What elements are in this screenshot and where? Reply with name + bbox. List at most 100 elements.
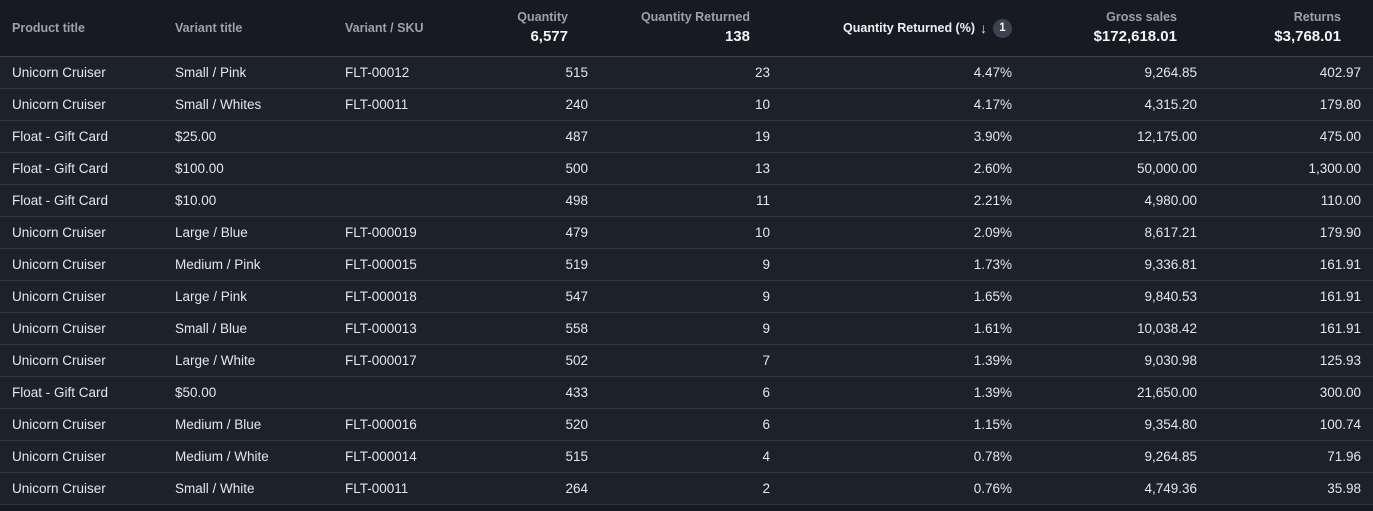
column-label: Gross sales [1106, 10, 1177, 24]
column-header-variant-title[interactable]: Variant title [175, 0, 345, 56]
cell-gross-sales: 9,840.53 [1144, 288, 1197, 304]
cell-gross-sales: 4,980.00 [1144, 192, 1197, 208]
cell-quantity-returned: 6 [762, 384, 770, 400]
column-header-product-title[interactable]: Product title [12, 0, 175, 56]
column-header-variant-sku[interactable]: Variant / SKU [345, 0, 470, 56]
column-label: Quantity Returned (%) [843, 21, 975, 35]
cell-variant-sku: FLT-00011 [345, 96, 409, 112]
table-row: Float - Gift Card $10.00 498 11 2.21% 4,… [0, 185, 1373, 217]
cell-variant-title: Large / Blue [175, 224, 248, 240]
cell-variant-sku: FLT-000018 [345, 288, 417, 304]
cell-quantity-returned: 9 [762, 320, 770, 336]
cell-variant-title: Medium / Blue [175, 416, 262, 432]
column-label: Returns [1293, 10, 1341, 24]
cell-product-title: Unicorn Cruiser [12, 96, 106, 112]
cell-variant-title: Medium / White [175, 448, 269, 464]
column-header-quantity-returned-pct[interactable]: Quantity Returned (%) ↓ 1 [770, 0, 1012, 56]
cell-product-title: Float - Gift Card [12, 192, 109, 208]
cell-quantity-returned: 2 [762, 480, 770, 496]
cell-quantity-returned: 23 [754, 64, 770, 80]
cell-quantity: 515 [565, 64, 588, 80]
cell-returns: 161.91 [1319, 256, 1361, 272]
cell-variant-title: Medium / Pink [175, 256, 261, 272]
cell-gross-sales: 9,264.85 [1144, 64, 1197, 80]
cell-quantity-returned-pct: 0.76% [973, 480, 1012, 496]
cell-quantity-returned-pct: 1.73% [973, 256, 1012, 272]
cell-quantity-returned-pct: 1.15% [973, 416, 1012, 432]
column-header-returns[interactable]: Returns $3,768.01 [1197, 0, 1361, 56]
cell-variant-sku [345, 153, 470, 184]
column-label: Variant / SKU [345, 20, 424, 35]
cell-variant-title: $10.00 [175, 192, 217, 208]
cell-variant-sku: FLT-00011 [345, 480, 409, 496]
cell-product-title: Unicorn Cruiser [12, 448, 106, 464]
cell-product-title: Float - Gift Card [12, 384, 109, 400]
cell-quantity-returned: 19 [754, 128, 770, 144]
cell-product-title: Unicorn Cruiser [12, 224, 106, 240]
column-total: $3,768.01 [1274, 28, 1341, 45]
table-row: Unicorn Cruiser Medium / Pink FLT-000015… [0, 249, 1373, 281]
column-header-quantity-returned[interactable]: Quantity Returned 138 [588, 0, 770, 56]
cell-quantity-returned: 9 [762, 256, 770, 272]
table-row: Unicorn Cruiser Medium / White FLT-00001… [0, 441, 1373, 473]
cell-gross-sales: 9,264.85 [1144, 448, 1197, 464]
cell-variant-sku [345, 377, 470, 408]
cell-variant-sku: FLT-00012 [345, 64, 410, 80]
cell-gross-sales: 4,749.36 [1144, 480, 1197, 496]
cell-gross-sales: 10,038.42 [1136, 320, 1197, 336]
column-header-quantity[interactable]: Quantity 6,577 [470, 0, 588, 56]
cell-returns: 35.98 [1327, 480, 1361, 496]
cell-gross-sales: 9,354.80 [1144, 416, 1197, 432]
cell-variant-title: Small / Whites [175, 96, 262, 112]
table-row: Unicorn Cruiser Small / White FLT-00011 … [0, 473, 1373, 505]
cell-quantity-returned: 9 [762, 288, 770, 304]
cell-quantity-returned-pct: 2.60% [973, 160, 1012, 176]
cell-quantity-returned: 7 [762, 352, 770, 368]
cell-quantity-returned-pct: 1.39% [973, 384, 1012, 400]
table-row: Unicorn Cruiser Small / Blue FLT-000013 … [0, 313, 1373, 345]
cell-gross-sales: 9,030.98 [1144, 352, 1197, 368]
cell-quantity-returned-pct: 1.39% [973, 352, 1012, 368]
cell-returns: 71.96 [1327, 448, 1361, 464]
cell-returns: 475.00 [1319, 128, 1361, 144]
cell-returns: 110.00 [1320, 192, 1361, 208]
cell-returns: 402.97 [1319, 64, 1361, 80]
cell-quantity: 558 [565, 320, 588, 336]
cell-returns: 300.00 [1319, 384, 1361, 400]
cell-variant-sku: FLT-000016 [345, 416, 417, 432]
cell-gross-sales: 4,315.20 [1144, 96, 1197, 112]
cell-returns: 179.90 [1319, 224, 1361, 240]
column-header-gross-sales[interactable]: Gross sales $172,618.01 [1012, 0, 1197, 56]
cell-product-title: Float - Gift Card [12, 128, 109, 144]
cell-variant-title: Large / Pink [175, 288, 248, 304]
cell-variant-title: $25.00 [175, 128, 217, 144]
cell-quantity-returned-pct: 2.21% [973, 192, 1012, 208]
cell-quantity: 487 [565, 128, 588, 144]
cell-variant-sku [345, 185, 470, 216]
column-label: Variant title [175, 20, 243, 35]
cell-variant-sku: FLT-000015 [345, 256, 417, 272]
cell-quantity-returned: 10 [754, 224, 770, 240]
cell-variant-sku: FLT-000019 [345, 224, 417, 240]
cell-product-title: Unicorn Cruiser [12, 256, 106, 272]
cell-gross-sales: 50,000.00 [1136, 160, 1197, 176]
table-header: Product title Variant title Variant / SK… [0, 0, 1373, 57]
cell-variant-sku: FLT-000017 [345, 352, 417, 368]
cell-product-title: Unicorn Cruiser [12, 480, 106, 496]
cell-gross-sales: 21,650.00 [1136, 384, 1197, 400]
cell-returns: 161.91 [1319, 320, 1361, 336]
cell-variant-sku: FLT-000014 [345, 448, 417, 464]
column-total: $172,618.01 [1093, 28, 1177, 45]
sort-descending-arrow-icon: ↓ [980, 20, 987, 36]
table-row: Unicorn Cruiser Large / White FLT-000017… [0, 345, 1373, 377]
cell-quantity-returned: 10 [754, 96, 770, 112]
table-row: Float - Gift Card $50.00 433 6 1.39% 21,… [0, 377, 1373, 409]
cell-quantity: 240 [565, 96, 588, 112]
cell-variant-title: Small / Blue [175, 320, 248, 336]
cell-variant-title: $50.00 [175, 384, 217, 400]
cell-quantity-returned-pct: 1.65% [973, 288, 1012, 304]
cell-quantity: 433 [565, 384, 588, 400]
cell-product-title: Unicorn Cruiser [12, 64, 106, 80]
table-row: Unicorn Cruiser Large / Pink FLT-000018 … [0, 281, 1373, 313]
cell-quantity-returned-pct: 4.17% [973, 96, 1012, 112]
